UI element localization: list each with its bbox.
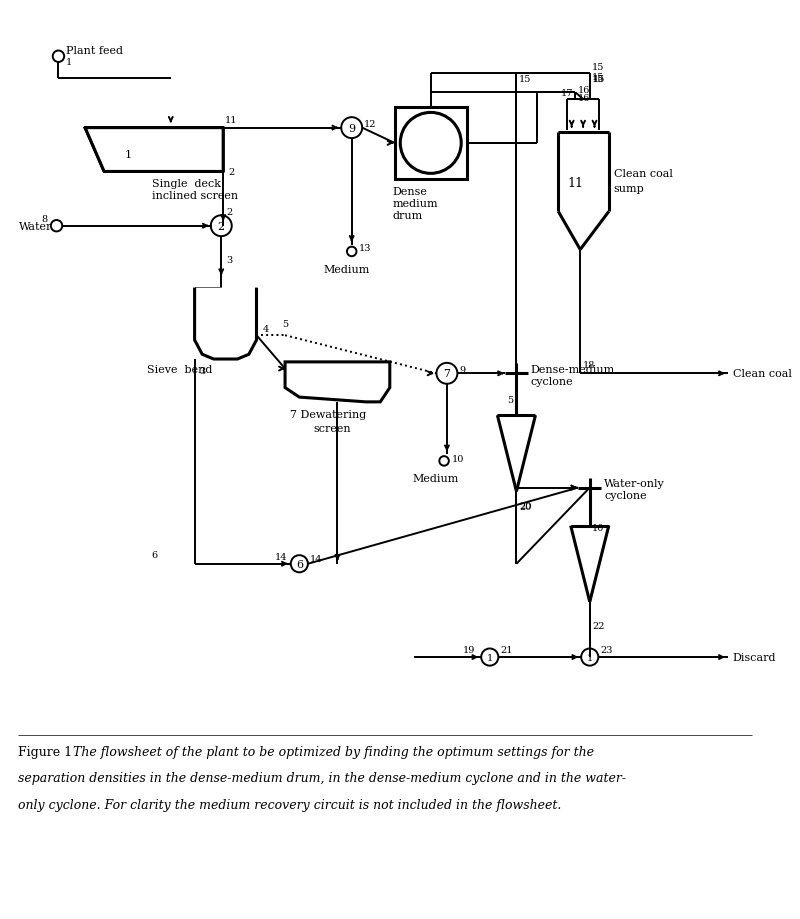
Text: 23: 23	[600, 645, 613, 654]
Text: 15: 15	[592, 74, 604, 84]
Text: 4: 4	[263, 325, 270, 334]
Text: 20: 20	[519, 503, 532, 512]
Text: 1: 1	[486, 652, 493, 662]
Text: 22: 22	[593, 621, 605, 630]
Text: inclined screen: inclined screen	[152, 191, 238, 201]
Text: cyclone: cyclone	[530, 377, 574, 387]
Text: 21: 21	[500, 645, 513, 654]
Text: 5: 5	[507, 396, 514, 405]
Text: 11: 11	[567, 177, 583, 190]
Text: 1: 1	[124, 150, 131, 160]
Text: 6: 6	[152, 550, 158, 560]
Text: Plant feed: Plant feed	[66, 46, 123, 55]
Text: Sieve  bend: Sieve bend	[147, 365, 212, 374]
Text: 3: 3	[199, 367, 206, 375]
Text: 15: 15	[519, 74, 532, 84]
Text: 12: 12	[364, 120, 377, 130]
Text: 15: 15	[592, 62, 604, 72]
Text: 11: 11	[225, 116, 238, 125]
Text: 7 Dewatering: 7 Dewatering	[290, 410, 366, 420]
Text: 16: 16	[578, 94, 590, 103]
Text: Medium: Medium	[412, 474, 458, 483]
Text: 10: 10	[452, 455, 464, 464]
Text: Dense-medium: Dense-medium	[530, 364, 615, 374]
Text: Clean coal: Clean coal	[733, 369, 791, 379]
Text: 15: 15	[592, 73, 604, 82]
Text: medium: medium	[393, 199, 438, 209]
Text: 4: 4	[290, 372, 296, 381]
Text: only cyclone. For clarity the medium recovery circuit is not included in the flo: only cyclone. For clarity the medium rec…	[18, 798, 562, 811]
Text: 19: 19	[463, 645, 475, 654]
Text: 20: 20	[519, 502, 532, 510]
Text: sump: sump	[614, 184, 644, 193]
Text: separation densities in the dense-medium drum, in the dense-medium cyclone and i: separation densities in the dense-medium…	[18, 771, 626, 785]
Text: 2: 2	[226, 208, 232, 217]
Text: Water: Water	[18, 221, 52, 232]
Text: 6: 6	[296, 559, 303, 569]
Text: 3: 3	[226, 255, 232, 265]
Text: 14: 14	[274, 552, 287, 561]
Text: drum: drum	[393, 211, 423, 221]
Text: Dense: Dense	[393, 187, 427, 197]
Text: Discard: Discard	[733, 652, 776, 663]
Text: 1: 1	[586, 652, 593, 662]
Text: 9: 9	[459, 366, 466, 375]
Text: 9: 9	[348, 123, 355, 133]
Text: 7: 7	[443, 369, 450, 379]
Text: Clean coal: Clean coal	[614, 169, 673, 179]
Bar	[394, 108, 467, 180]
Text: 13: 13	[358, 244, 371, 253]
Text: 18: 18	[583, 361, 595, 370]
Text: Medium: Medium	[324, 265, 370, 275]
Text: 15: 15	[593, 74, 605, 84]
PathPatch shape	[194, 289, 257, 359]
Text: Single  deck: Single deck	[152, 179, 221, 189]
Text: 1: 1	[66, 59, 72, 67]
Text: 14: 14	[310, 555, 322, 564]
Polygon shape	[85, 129, 223, 172]
Text: 10: 10	[592, 524, 604, 532]
Text: 2: 2	[228, 168, 234, 176]
Text: 5: 5	[282, 319, 288, 328]
Text: 17: 17	[561, 89, 574, 98]
Text: Figure 1: Figure 1	[18, 744, 77, 758]
PathPatch shape	[285, 362, 390, 403]
Text: 8: 8	[426, 137, 434, 150]
Text: Water-only: Water-only	[604, 478, 665, 488]
Text: 2: 2	[218, 221, 225, 232]
Text: 8: 8	[42, 214, 48, 223]
Text: screen: screen	[314, 424, 351, 434]
Text: 16: 16	[578, 86, 590, 95]
Text: cyclone: cyclone	[604, 491, 646, 501]
Text: The flowsheet of the plant to be optimized by finding the optimum settings for t: The flowsheet of the plant to be optimiz…	[73, 744, 594, 758]
